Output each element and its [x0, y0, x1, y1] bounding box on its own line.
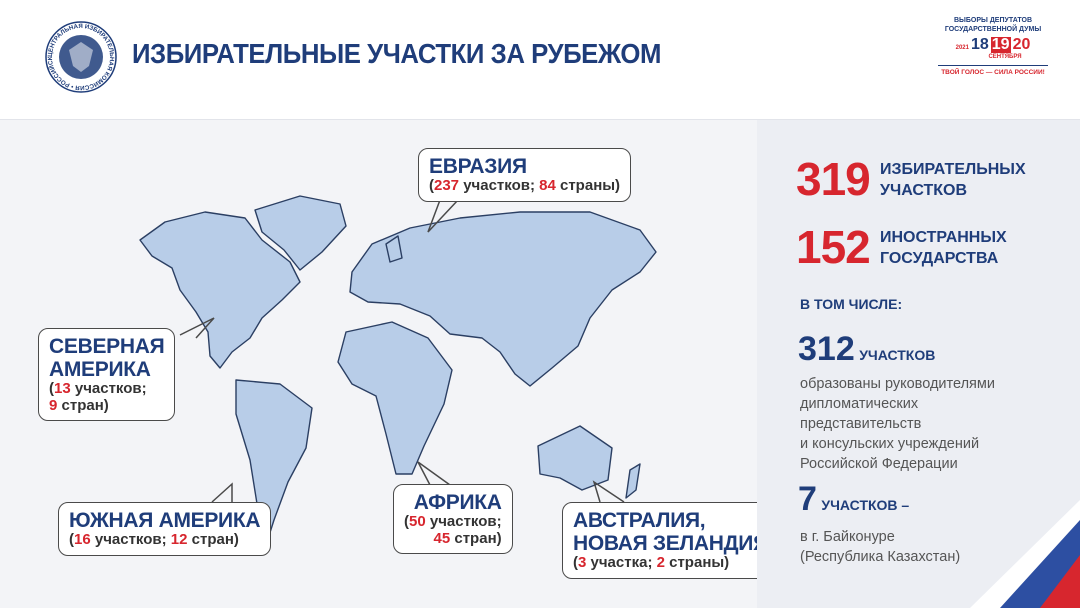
region-text: участков;: [90, 531, 171, 549]
continent: [537, 425, 613, 491]
summary-countries: 152: [796, 220, 871, 274]
region-callout: ЮЖНАЯ АМЕРИКА (16 участков; 12 стран): [58, 502, 272, 556]
diplomatic-unit: УЧАСТКОВ: [859, 347, 936, 363]
continent: [385, 235, 403, 263]
description-line: в г. Байконуре: [800, 529, 895, 545]
election-title: ГОСУДАРСТВЕННОЙ ДУМЫ: [944, 26, 1042, 33]
region-number: 45: [433, 529, 451, 547]
region-text: (: [49, 380, 54, 398]
region-detail: (16 участков; 12 стран): [69, 531, 260, 549]
region-text: (: [404, 513, 409, 531]
region-name: ЮЖНАЯ АМЕРИКА: [69, 509, 261, 532]
baikonur-number: 7: [798, 480, 817, 518]
summary-label: ИЗБИРАТЕЛЬНЫХ УЧАСТКОВ: [880, 160, 1026, 202]
region-text: стран): [57, 396, 109, 414]
continent: [349, 211, 657, 387]
election-logo: ВЫБОРЫ ДЕПУТАТОВ ГОСУДАРСТВЕННОЙ ДУМЫ 20…: [938, 16, 1048, 77]
region-name: ЕВРАЗИЯ: [429, 155, 527, 178]
summary-number: 319: [796, 153, 871, 205]
baikonur-heading: 7 УЧАСТКОВ –: [798, 480, 909, 519]
region-number: 2: [656, 554, 665, 572]
callout-tail: [427, 199, 459, 233]
callout-tail: [592, 480, 625, 503]
region-number: 13: [54, 380, 71, 398]
baikonur-unit: УЧАСТКОВ –: [821, 497, 910, 513]
region-detail: (13 участков;: [49, 380, 164, 398]
region-text: стран): [187, 531, 239, 549]
page-title: ИЗБИРАТЕЛЬНЫЕ УЧАСТКИ ЗА РУБЕЖОМ: [132, 38, 661, 69]
summary-stations: 319: [796, 152, 871, 206]
region-detail: (50 участков;: [404, 513, 502, 531]
world-map: [139, 195, 657, 546]
region-text: (: [573, 554, 578, 572]
region-name: АФРИКА: [413, 491, 502, 514]
description-line: и консульских учреждений: [800, 436, 980, 452]
election-month: СЕНТЯБРЯ: [988, 54, 1022, 60]
election-year: 2021: [955, 45, 969, 51]
region-number: 12: [170, 531, 188, 549]
description-line: представительств: [800, 416, 922, 432]
diplomatic-description: образованы руководителями дипломатических…: [800, 374, 995, 474]
region-number: 50: [409, 513, 426, 531]
summary-label-line: ИНОСТРАННЫХ: [880, 229, 1007, 246]
region-text: страны): [555, 177, 621, 195]
region-detail: (237 участков; 84 страны): [429, 177, 621, 195]
summary-number: 152: [796, 221, 871, 273]
region-number: 16: [74, 531, 91, 549]
continent: [625, 463, 641, 499]
diplomatic-number: 312: [798, 330, 855, 368]
including-label: В ТОМ ЧИСЛЕ:: [800, 296, 903, 312]
region-text: (: [429, 177, 434, 195]
region-text: участков;: [425, 513, 502, 531]
election-day: 19: [990, 36, 1011, 53]
region-name: АМЕРИКА: [49, 358, 151, 382]
election-title: ВЫБОРЫ ДЕПУТАТОВ: [953, 17, 1033, 24]
region-text: участков;: [459, 177, 540, 195]
description-line: образованы руководителями: [800, 376, 995, 392]
region-name: НОВАЯ ЗЕЛАНДИЯ: [573, 532, 768, 556]
continent: [254, 195, 347, 271]
callout-tail: [179, 317, 215, 339]
region-text: участка;: [586, 554, 657, 572]
continent: [235, 379, 313, 546]
region-detail: 9 стран): [49, 396, 164, 415]
summary-label-line: УЧАСТКОВ: [880, 181, 968, 199]
callout-tail: [417, 461, 451, 486]
callout-tail: [211, 482, 233, 503]
description-line: дипломатических: [800, 396, 919, 412]
election-slogan: ТВОЙ ГОЛОС — СИЛА РОССИИ!: [938, 65, 1048, 77]
description-line: (Республика Казахстан): [800, 549, 961, 565]
summary-label-line: ИЗБИРАТЕЛЬНЫХ: [880, 161, 1026, 178]
region-callout: АФРИКА (50 участков; 45 стран): [393, 484, 513, 555]
region-callout: ЕВРАЗИЯ (237 участков; 84 страны): [418, 148, 632, 202]
summary-panel: [757, 120, 1080, 608]
region-number: 84: [539, 177, 556, 195]
region-name: СЕВЕРНАЯ: [49, 335, 165, 358]
region-text: страны): [664, 554, 730, 572]
region-callout: АВСТРАЛИЯ, НОВАЯ ЗЕЛАНДИЯ (3 участка; 2 ст…: [562, 502, 779, 579]
continent: [139, 211, 301, 369]
region-number: 237: [434, 177, 460, 195]
header: ЦЕНТРАЛЬНАЯ ИЗБИРАТЕЛЬНАЯ КОМИССИЯ • РОС…: [0, 0, 1080, 120]
baikonur-description: в г. Байконуре (Республика Казахстан): [800, 527, 960, 567]
summary-label: ИНОСТРАННЫХ ГОСУДАРСТВА: [880, 228, 1007, 270]
region-number: 3: [578, 554, 587, 572]
emblem: ЦЕНТРАЛЬНАЯ ИЗБИРАТЕЛЬНАЯ КОМИССИЯ • РОС…: [44, 20, 117, 93]
region-text: участков;: [70, 380, 147, 398]
election-day: 20: [1012, 36, 1031, 53]
continent: [337, 321, 453, 475]
region-text: стран): [450, 529, 502, 547]
region-detail: (3 участка; 2 страны): [573, 554, 768, 572]
corner-decoration: [970, 500, 1080, 608]
election-day: 18: [970, 36, 989, 53]
region-detail: 45 стран): [404, 529, 502, 548]
diplomatic-heading: 312 УЧАСТКОВ: [798, 330, 935, 369]
description-line: Российской Федерации: [800, 456, 958, 472]
region-number: 9: [49, 396, 58, 414]
region-callout: СЕВЕРНАЯ АМЕРИКА (13 участков; 9 стран): [38, 328, 176, 422]
region-name: АВСТРАЛИЯ,: [573, 509, 706, 532]
summary-label-line: ГОСУДАРСТВА: [880, 249, 999, 267]
region-text: (: [69, 531, 74, 549]
